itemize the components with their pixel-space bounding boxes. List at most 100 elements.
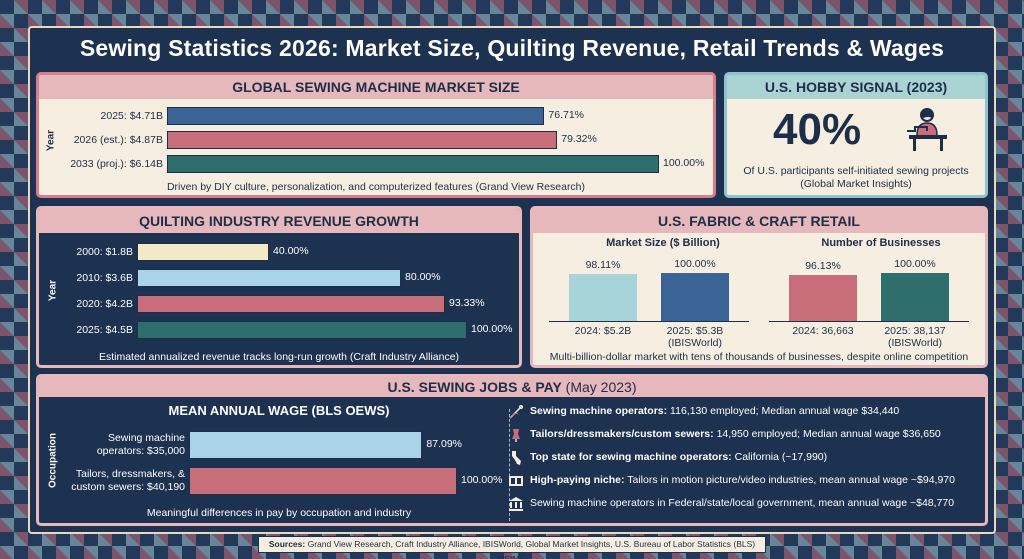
retail-charts: 98.11% 2024: $5.2B 100.00% 2025: $5.3B (IBIS…: [533, 249, 985, 349]
quilting-note: Estimated annualized revenue tracks long…: [98, 351, 460, 363]
job-fact-text: 14,950 employed; Median annual wage $36,…: [713, 428, 941, 440]
retail-bar: [881, 273, 949, 321]
job-fact-text: 116,130 employed; Median annual wage $34…: [667, 405, 900, 417]
bar-category-label: 2026 (est.): $4.87B: [39, 134, 163, 147]
film-icon: [508, 473, 524, 489]
job-fact-text: Sewing machine operators in Federal/stat…: [530, 497, 955, 509]
bar-value-label: 79.32%: [561, 133, 597, 145]
retail-bar: [569, 273, 637, 321]
retail-bar-value: 100.00%: [894, 258, 936, 270]
bar: [167, 155, 659, 173]
job-fact-bold: Sewing machine operators:: [530, 405, 668, 417]
bar-category-line: custom sewers: $40,190: [71, 481, 185, 493]
job-fact-text: California (~17,990): [731, 451, 828, 463]
retail-bar-value: 98.11%: [585, 258, 621, 271]
bar-category-label: 2033 (proj.): $6.14B: [39, 158, 163, 171]
quilting-panel: QUILTING INDUSTRY REVENUE GROWTH Year 200…: [36, 206, 522, 368]
retail-bar-label: 2024: $5.2B: [574, 325, 632, 337]
wage-chart: Occupation Sewing machine operators: $35,0…: [39, 425, 519, 505]
bar-category-line: 2025: $4.5B: [76, 323, 133, 336]
bar-category-line: Sewing machine: [107, 432, 185, 444]
bar-value-label: 100.00%: [663, 157, 705, 169]
quilting-header: QUILTING INDUSTRY REVENUE GROWTH: [39, 209, 519, 233]
jobs-panel: U.S. SEWING JOBS & PAY (May 2023) MEAN A…: [36, 374, 988, 526]
retail-right-title: Number of Businesses: [821, 237, 941, 249]
person-sewing-icon: [907, 108, 947, 151]
bar-value-label: 87.09%: [426, 438, 463, 450]
bar: [167, 131, 558, 149]
retail-bar-source: (IBISWorld): [667, 337, 723, 349]
bar-category-line: 2025: $4.71B: [100, 109, 163, 122]
retail-baseline: [769, 321, 969, 322]
retail-bar: [661, 273, 729, 321]
bar-value-label: 76.71%: [548, 109, 585, 121]
sources-label: Sources:: [268, 539, 306, 549]
retail-header: U.S. FABRIC & CRAFT RETAIL: [533, 209, 985, 233]
jobs-divider: [509, 409, 510, 521]
bar-category-label: 2010: $3.6B: [39, 272, 133, 285]
jobs-header-rest: (May 2023): [561, 379, 637, 395]
job-fact: Sewing machine operators: 116,130 employ…: [530, 405, 899, 417]
bar-category-line: operators: $35,000: [96, 445, 185, 457]
bar-category-line: 2010: $3.6B: [76, 271, 133, 284]
bar-category-label: Tailors, dressmakers, & custom sewers: $4…: [39, 468, 185, 494]
bar-value-label: 40.00%: [273, 245, 309, 257]
job-fact: Top state for sewing machine operators: …: [530, 451, 827, 463]
bar-category-label: 2025: $4.71B: [39, 110, 163, 123]
government-icon: [508, 496, 524, 512]
hobby-caption-line2: (Global Market Insights): [800, 178, 912, 190]
hobby-percent: 40%: [773, 105, 862, 154]
bar-category-label: 2025: $4.5B: [39, 324, 133, 337]
hobby-caption-line1: Of U.S. participants self-initiated sewi…: [743, 165, 969, 177]
retail-bar-value: 100.00%: [674, 258, 716, 270]
retail-bar-label: 2025: 38,137: [884, 325, 946, 337]
retail-bar-source: (IBISWorld): [887, 337, 943, 349]
dress-form-icon: [508, 427, 524, 443]
job-fact-bold: High-paying niche:: [530, 474, 625, 486]
global-market-chart: Year 2025: $4.71B 76.71% 2026 (est.): $4.87…: [39, 99, 713, 179]
retail-bar-value: 96.13%: [805, 259, 841, 272]
wage-note: Meaningful differences in pay by occupat…: [146, 507, 412, 519]
axis-title: Year: [47, 279, 59, 302]
retail-left-title: Market Size ($ Billion): [606, 237, 720, 249]
bar-category-label: 2020: $4.2B: [39, 298, 133, 311]
bar-category-label: 2000: $1.8B: [39, 246, 133, 259]
sources-footer: Sources: Grand View Research, Craft Indu…: [258, 536, 766, 559]
job-fact: Tailors/dressmakers/custom sewers: 14,95…: [530, 428, 941, 440]
bar-category-line: 2000: $1.8B: [76, 245, 133, 258]
bar: [189, 467, 457, 495]
retail-note: Multi-billion-dollar market with tens of…: [549, 351, 969, 363]
sources-text: Grand View Research, Craft Industry Alli…: [305, 539, 756, 559]
bar-value-label: 93.33%: [448, 297, 485, 309]
global-market-header: GLOBAL SEWING MACHINE MARKET SIZE: [39, 75, 713, 99]
global-market-note: Driven by DIY culture, personalization, …: [166, 181, 586, 193]
retail-bar-label: 2024: 36,663: [792, 325, 854, 337]
job-fact-text: Tailors in motion picture/video industri…: [624, 474, 955, 486]
retail-baseline: [549, 321, 749, 322]
retail-bar-label: 2025: $5.3B: [666, 325, 724, 337]
bar: [189, 431, 423, 459]
job-fact: High-paying niche: Tailors in motion pic…: [530, 474, 955, 486]
jobs-header: U.S. SEWING JOBS & PAY (May 2023): [39, 377, 985, 397]
bar: [137, 295, 445, 313]
job-fact-bold: Tailors/dressmakers/custom sewers:: [530, 428, 714, 440]
bar: [137, 243, 269, 261]
bar-value-label: 100.00%: [461, 474, 503, 486]
bar-category-line: 2020: $4.2B: [76, 297, 133, 310]
bar-value-label: 80.00%: [405, 271, 441, 283]
page-title: Sewing Statistics 2026: Market Size, Qui…: [79, 35, 945, 61]
needle-icon: [508, 404, 524, 420]
job-fact: Sewing machine operators in Federal/stat…: [530, 497, 954, 509]
bar-category-label: Sewing machine operators: $35,000: [39, 432, 185, 458]
bar: [167, 107, 545, 125]
retail-panel: U.S. FABRIC & CRAFT RETAIL Market Size (…: [530, 206, 988, 368]
bar-value-label: 100.00%: [471, 323, 513, 335]
hobby-panel: U.S. HOBBY SIGNAL (2023) 40% Of U.S. par…: [724, 72, 988, 198]
job-fact-bold: Top state for sewing machine operators:: [530, 451, 732, 463]
bar: [137, 269, 401, 287]
bar: [137, 321, 467, 339]
bar-category-line: 2033 (proj.): $6.14B: [70, 157, 163, 170]
jobs-header-bold: U.S. SEWING JOBS & PAY: [387, 379, 562, 395]
hobby-header: U.S. HOBBY SIGNAL (2023): [727, 75, 985, 99]
bar-category-line: Tailors, dressmakers, &: [75, 468, 185, 480]
